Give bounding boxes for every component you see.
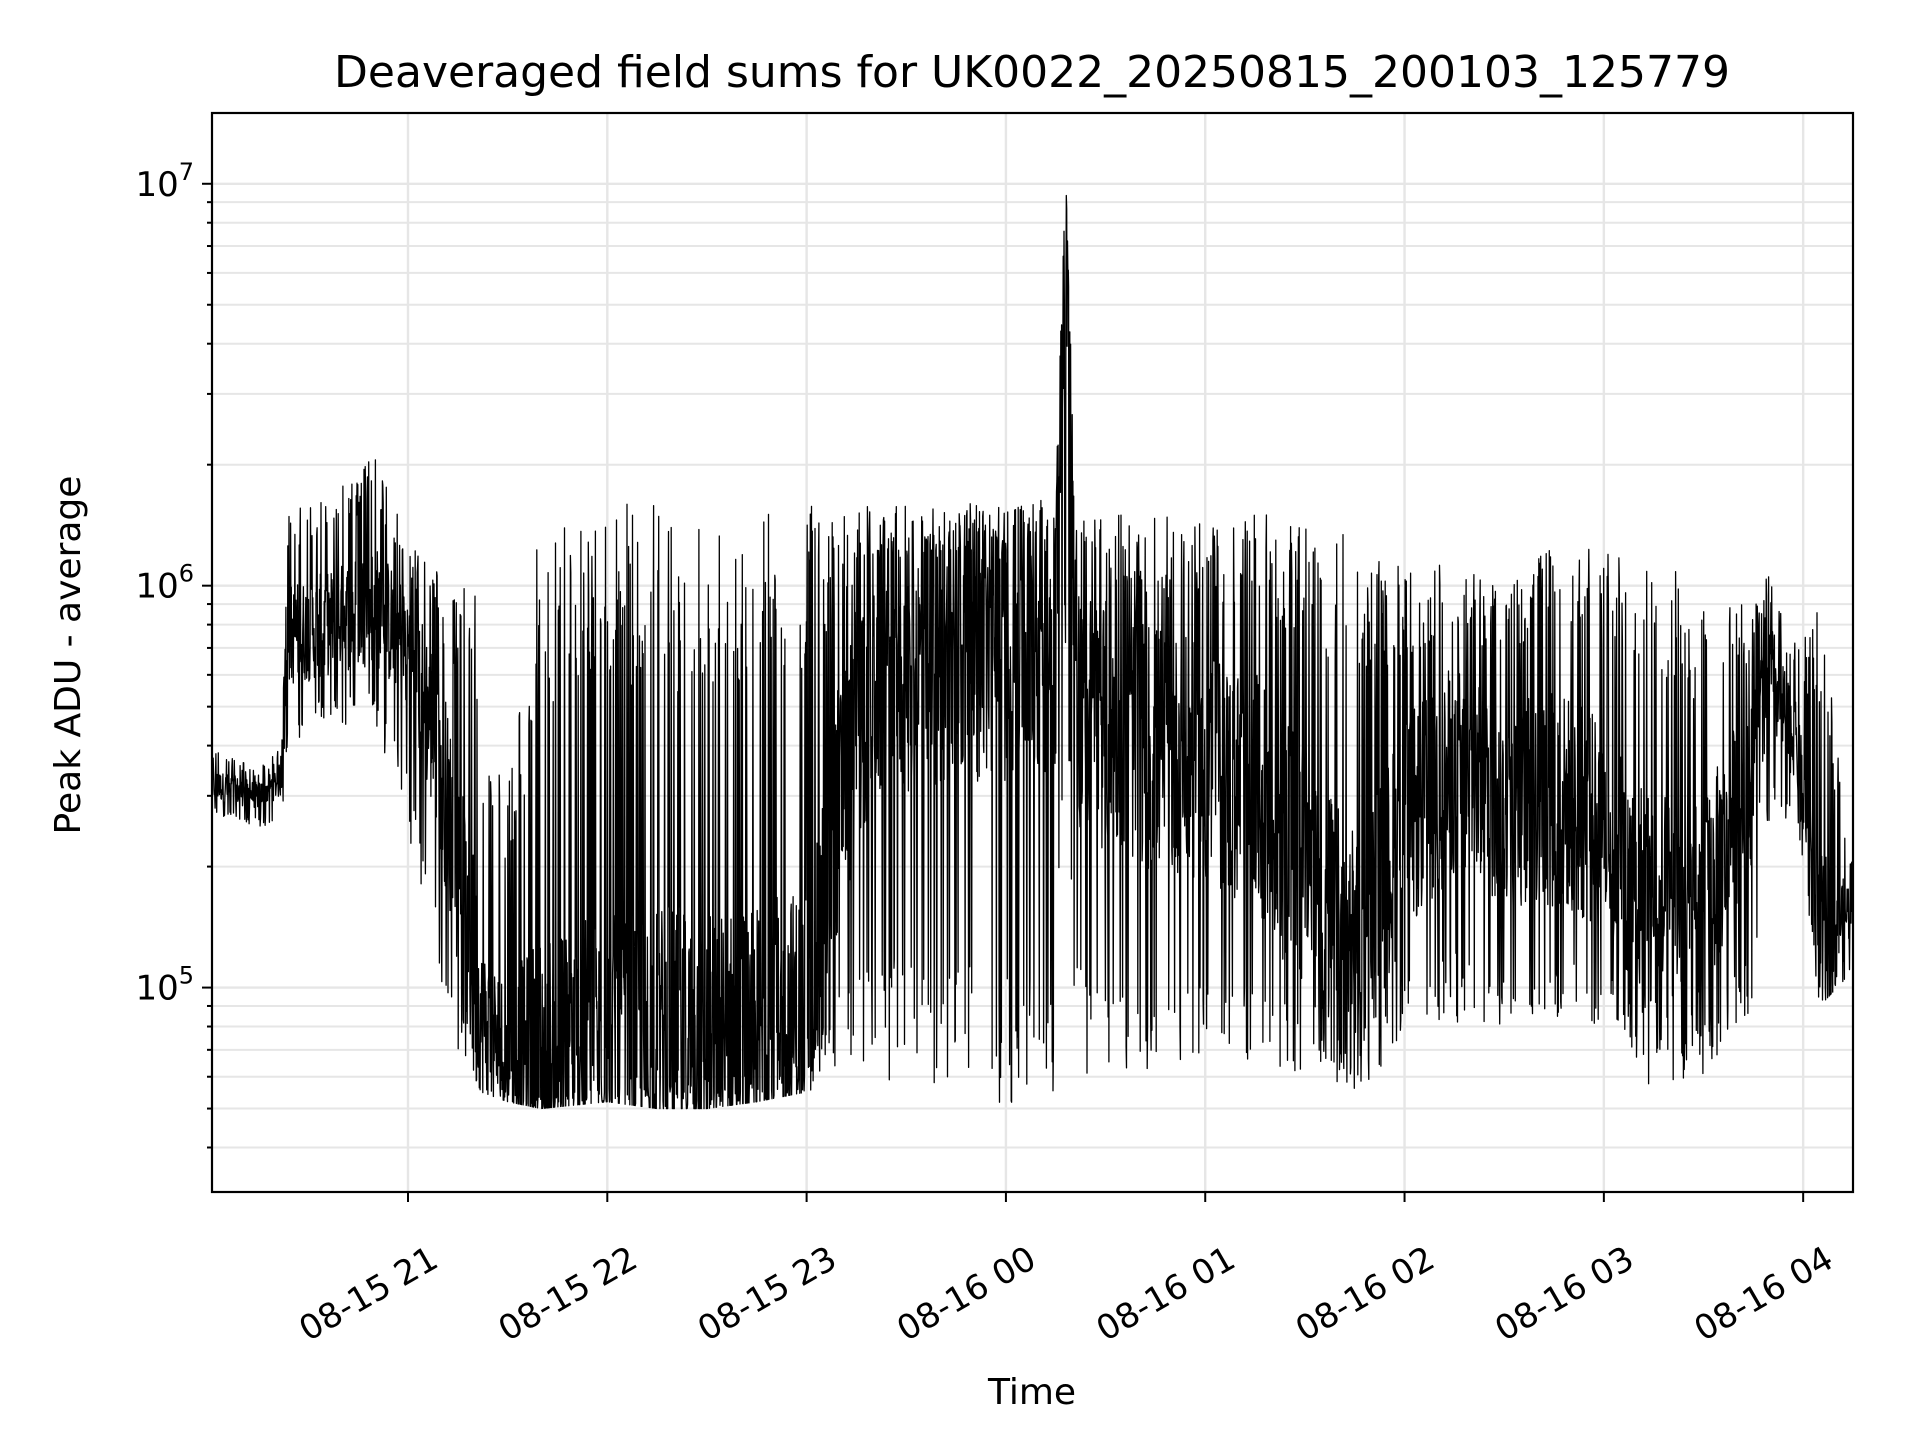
x-axis-label: Time <box>987 1372 1076 1413</box>
y-tick-label: 105 <box>135 962 194 1009</box>
series-line <box>211 194 1854 1110</box>
x-tick-label: 08-15 22 <box>492 1239 644 1350</box>
x-tick-label: 08-15 23 <box>691 1239 843 1350</box>
axis-layer <box>210 111 1855 1194</box>
x-tick-label: 08-16 03 <box>1488 1239 1640 1350</box>
x-tick-label: 08-15 21 <box>292 1239 444 1350</box>
y-axis-label: Peak ADU - average <box>48 476 89 835</box>
y-tick-label: 107 <box>135 158 194 205</box>
x-tick-label: 08-16 04 <box>1688 1239 1840 1350</box>
x-tick-label: 08-16 02 <box>1289 1239 1441 1350</box>
chart-title: Deaveraged field sums for UK0022_2025081… <box>334 47 1730 98</box>
data-layer <box>211 194 1854 1110</box>
plot-frame <box>210 111 1855 1194</box>
x-tick-label: 08-16 00 <box>890 1239 1042 1350</box>
x-tick-label: 08-16 01 <box>1090 1239 1242 1350</box>
y-tick-label: 106 <box>135 560 194 607</box>
